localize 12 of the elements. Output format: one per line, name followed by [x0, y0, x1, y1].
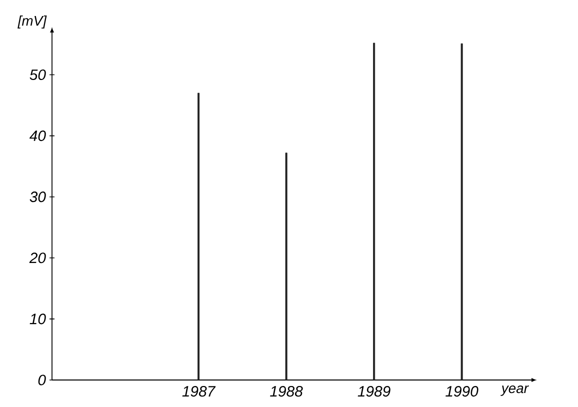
- y-tick-label: 40: [29, 130, 46, 142]
- y-axis-title: [mV]: [18, 15, 47, 28]
- y-tick-label: 50: [30, 69, 46, 80]
- y-tick-label: 20: [29, 252, 46, 264]
- x-tick-label: 1990: [446, 386, 478, 397]
- x-axis-title: year: [500, 386, 529, 396]
- x-tick-label: 1987: [182, 386, 216, 397]
- x-tick-label: 1988: [270, 386, 303, 397]
- y-tick-label: 30: [30, 192, 46, 202]
- y-tick-label: 10: [30, 314, 46, 324]
- y-tick-label: 0: [38, 374, 46, 386]
- x-tick-label: 1989: [358, 386, 390, 397]
